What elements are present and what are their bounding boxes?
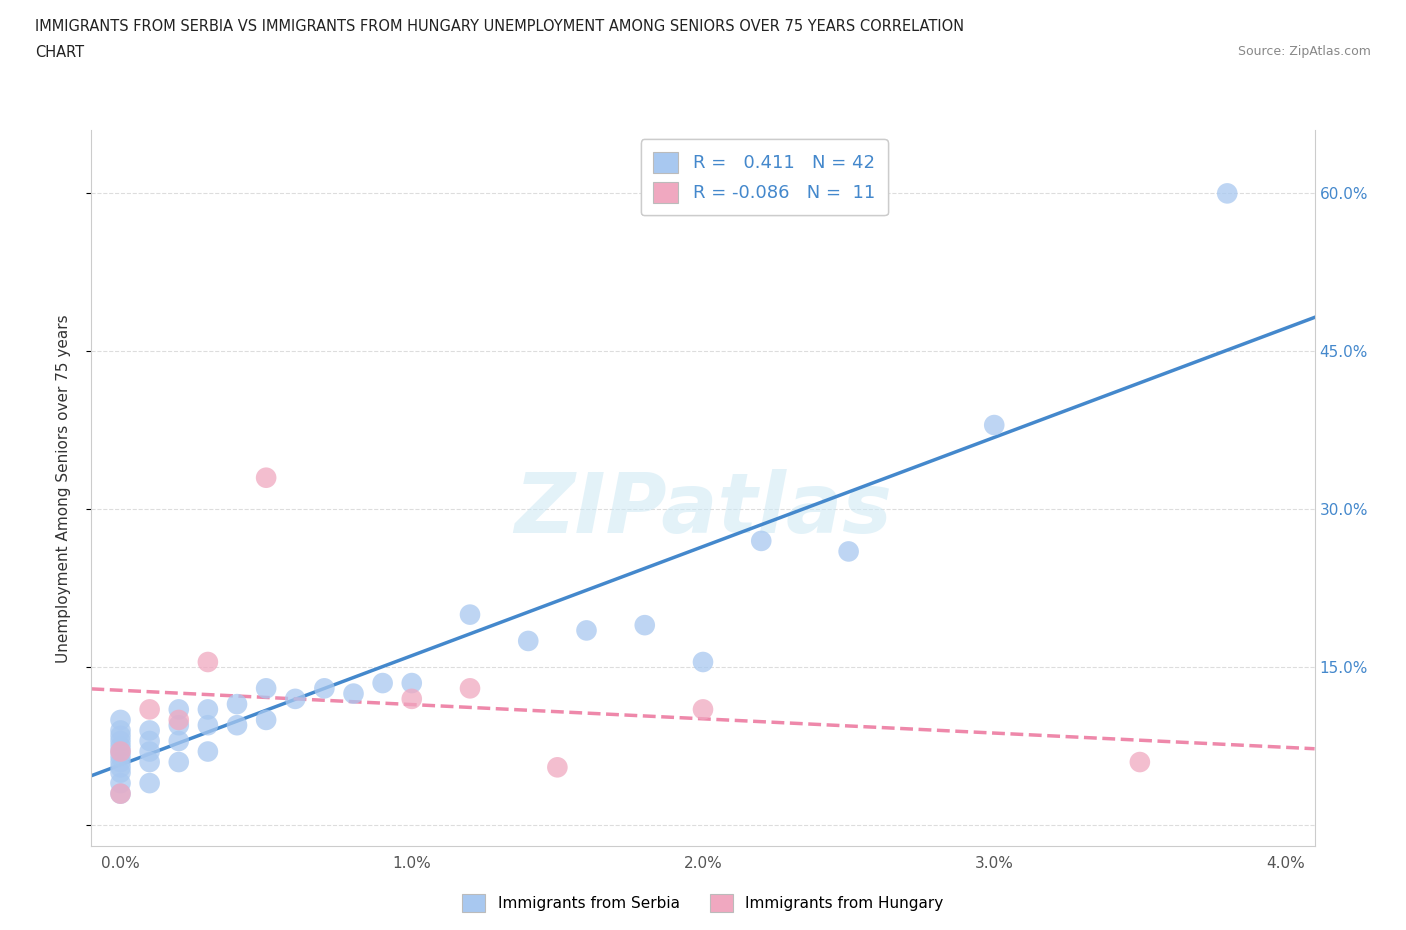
Point [110, 744, 132, 759]
Point [110, 723, 132, 737]
Point [575, 623, 598, 638]
Y-axis label: Unemployment Among Seniors over 75 years: Unemployment Among Seniors over 75 years [56, 314, 70, 662]
Point [458, 607, 481, 622]
Point [197, 744, 219, 759]
Legend: R =   0.411   N = 42, R = -0.086   N =  11: R = 0.411 N = 42, R = -0.086 N = 11 [641, 140, 887, 215]
Point [284, 691, 307, 706]
Point [167, 702, 190, 717]
Point [838, 544, 860, 559]
Point [517, 633, 540, 648]
Point [371, 675, 394, 690]
Point [110, 744, 132, 759]
Point [110, 760, 132, 775]
Point [138, 734, 160, 749]
Text: Source: ZipAtlas.com: Source: ZipAtlas.com [1237, 45, 1371, 58]
Point [1129, 754, 1152, 769]
Point [342, 686, 364, 701]
Point [226, 697, 249, 711]
Point [110, 712, 132, 727]
Point [110, 728, 132, 743]
Point [401, 691, 423, 706]
Point [167, 754, 190, 769]
Point [1216, 186, 1239, 201]
Point [110, 786, 132, 801]
Point [254, 681, 277, 696]
Legend: Immigrants from Serbia, Immigrants from Hungary: Immigrants from Serbia, Immigrants from … [457, 888, 949, 918]
Point [692, 655, 714, 670]
Point [314, 681, 336, 696]
Point [167, 712, 190, 727]
Point [110, 754, 132, 769]
Point [197, 655, 219, 670]
Text: IMMIGRANTS FROM SERBIA VS IMMIGRANTS FROM HUNGARY UNEMPLOYMENT AMONG SENIORS OVE: IMMIGRANTS FROM SERBIA VS IMMIGRANTS FRO… [35, 19, 965, 33]
Point [167, 734, 190, 749]
Point [254, 471, 277, 485]
Point [138, 754, 160, 769]
Text: CHART: CHART [35, 45, 84, 60]
Point [110, 738, 132, 753]
Point [110, 786, 132, 801]
Point [458, 681, 481, 696]
Point [138, 723, 160, 737]
Point [138, 776, 160, 790]
Point [692, 702, 714, 717]
Point [634, 618, 657, 632]
Point [983, 418, 1005, 432]
Point [749, 534, 772, 549]
Point [546, 760, 568, 775]
Point [110, 750, 132, 764]
Point [138, 702, 160, 717]
Point [110, 765, 132, 780]
Point [401, 675, 423, 690]
Text: ZIPatlas: ZIPatlas [515, 470, 891, 551]
Point [110, 776, 132, 790]
Point [167, 718, 190, 733]
Point [197, 702, 219, 717]
Point [197, 718, 219, 733]
Point [110, 734, 132, 749]
Point [138, 744, 160, 759]
Point [226, 718, 249, 733]
Point [254, 712, 277, 727]
